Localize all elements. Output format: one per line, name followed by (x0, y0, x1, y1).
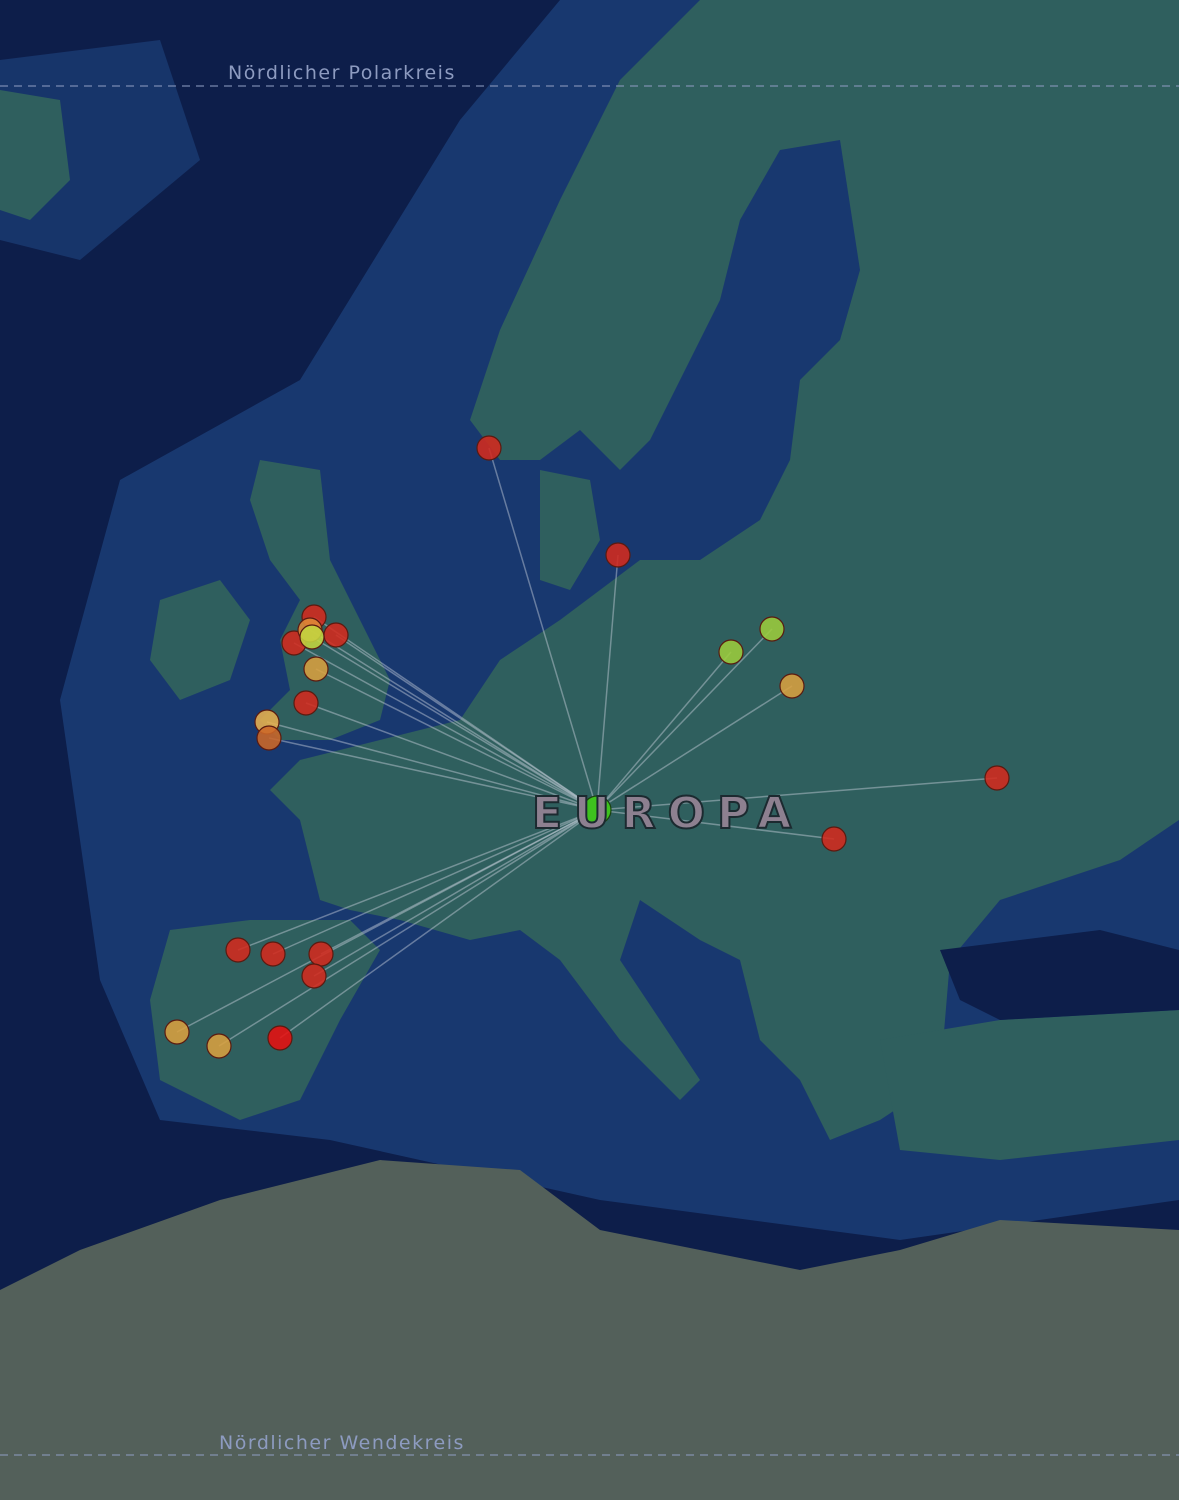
connection-line (596, 651, 732, 811)
black-sea (940, 930, 1179, 1020)
location-marker[interactable] (299, 624, 325, 650)
location-marker[interactable] (759, 616, 785, 642)
connection-line (293, 642, 598, 811)
location-marker[interactable] (779, 673, 805, 699)
arctic-circle-label: Nördlicher Polarkreis (228, 62, 456, 84)
location-marker[interactable] (256, 725, 282, 751)
connection-line (313, 809, 598, 977)
connection-line (320, 809, 598, 955)
hub-marker[interactable] (582, 795, 612, 825)
connection-line (313, 616, 598, 811)
markers (164, 435, 1010, 1059)
connection-line (315, 668, 598, 811)
connection-line (596, 809, 835, 840)
connection-line (596, 777, 998, 811)
connection-lines (176, 447, 998, 1047)
tropic-label: Nördlicher Wendekreis (219, 1432, 465, 1454)
connection-line (237, 809, 598, 951)
location-marker[interactable] (293, 690, 319, 716)
connection-line (596, 554, 619, 811)
connection-line (309, 629, 598, 811)
location-marker[interactable] (821, 826, 847, 852)
connection-line (488, 447, 598, 811)
connection-line (218, 809, 598, 1047)
land-europe (0, 0, 1179, 1160)
connection-line (335, 634, 598, 811)
connection-line (268, 737, 598, 811)
connection-line (279, 809, 598, 1039)
location-marker[interactable] (308, 941, 334, 967)
connection-line (272, 809, 598, 955)
location-marker[interactable] (260, 941, 286, 967)
location-marker[interactable] (718, 639, 744, 665)
connection-line (266, 721, 598, 811)
location-marker[interactable] (225, 937, 251, 963)
location-marker[interactable] (206, 1033, 232, 1059)
region-label: EUROPA (531, 787, 804, 840)
location-marker[interactable] (476, 435, 502, 461)
location-marker[interactable] (323, 622, 349, 648)
location-marker[interactable] (301, 963, 327, 989)
connection-line (305, 702, 598, 811)
connection-line (596, 628, 773, 811)
connection-line (311, 636, 598, 811)
location-marker[interactable] (267, 1025, 293, 1051)
location-marker[interactable] (984, 765, 1010, 791)
location-marker[interactable] (303, 656, 329, 682)
location-marker[interactable] (605, 542, 631, 568)
connection-line (176, 809, 598, 1033)
location-marker[interactable] (164, 1019, 190, 1045)
connection-line (596, 685, 793, 811)
land-africa (0, 1160, 1179, 1500)
